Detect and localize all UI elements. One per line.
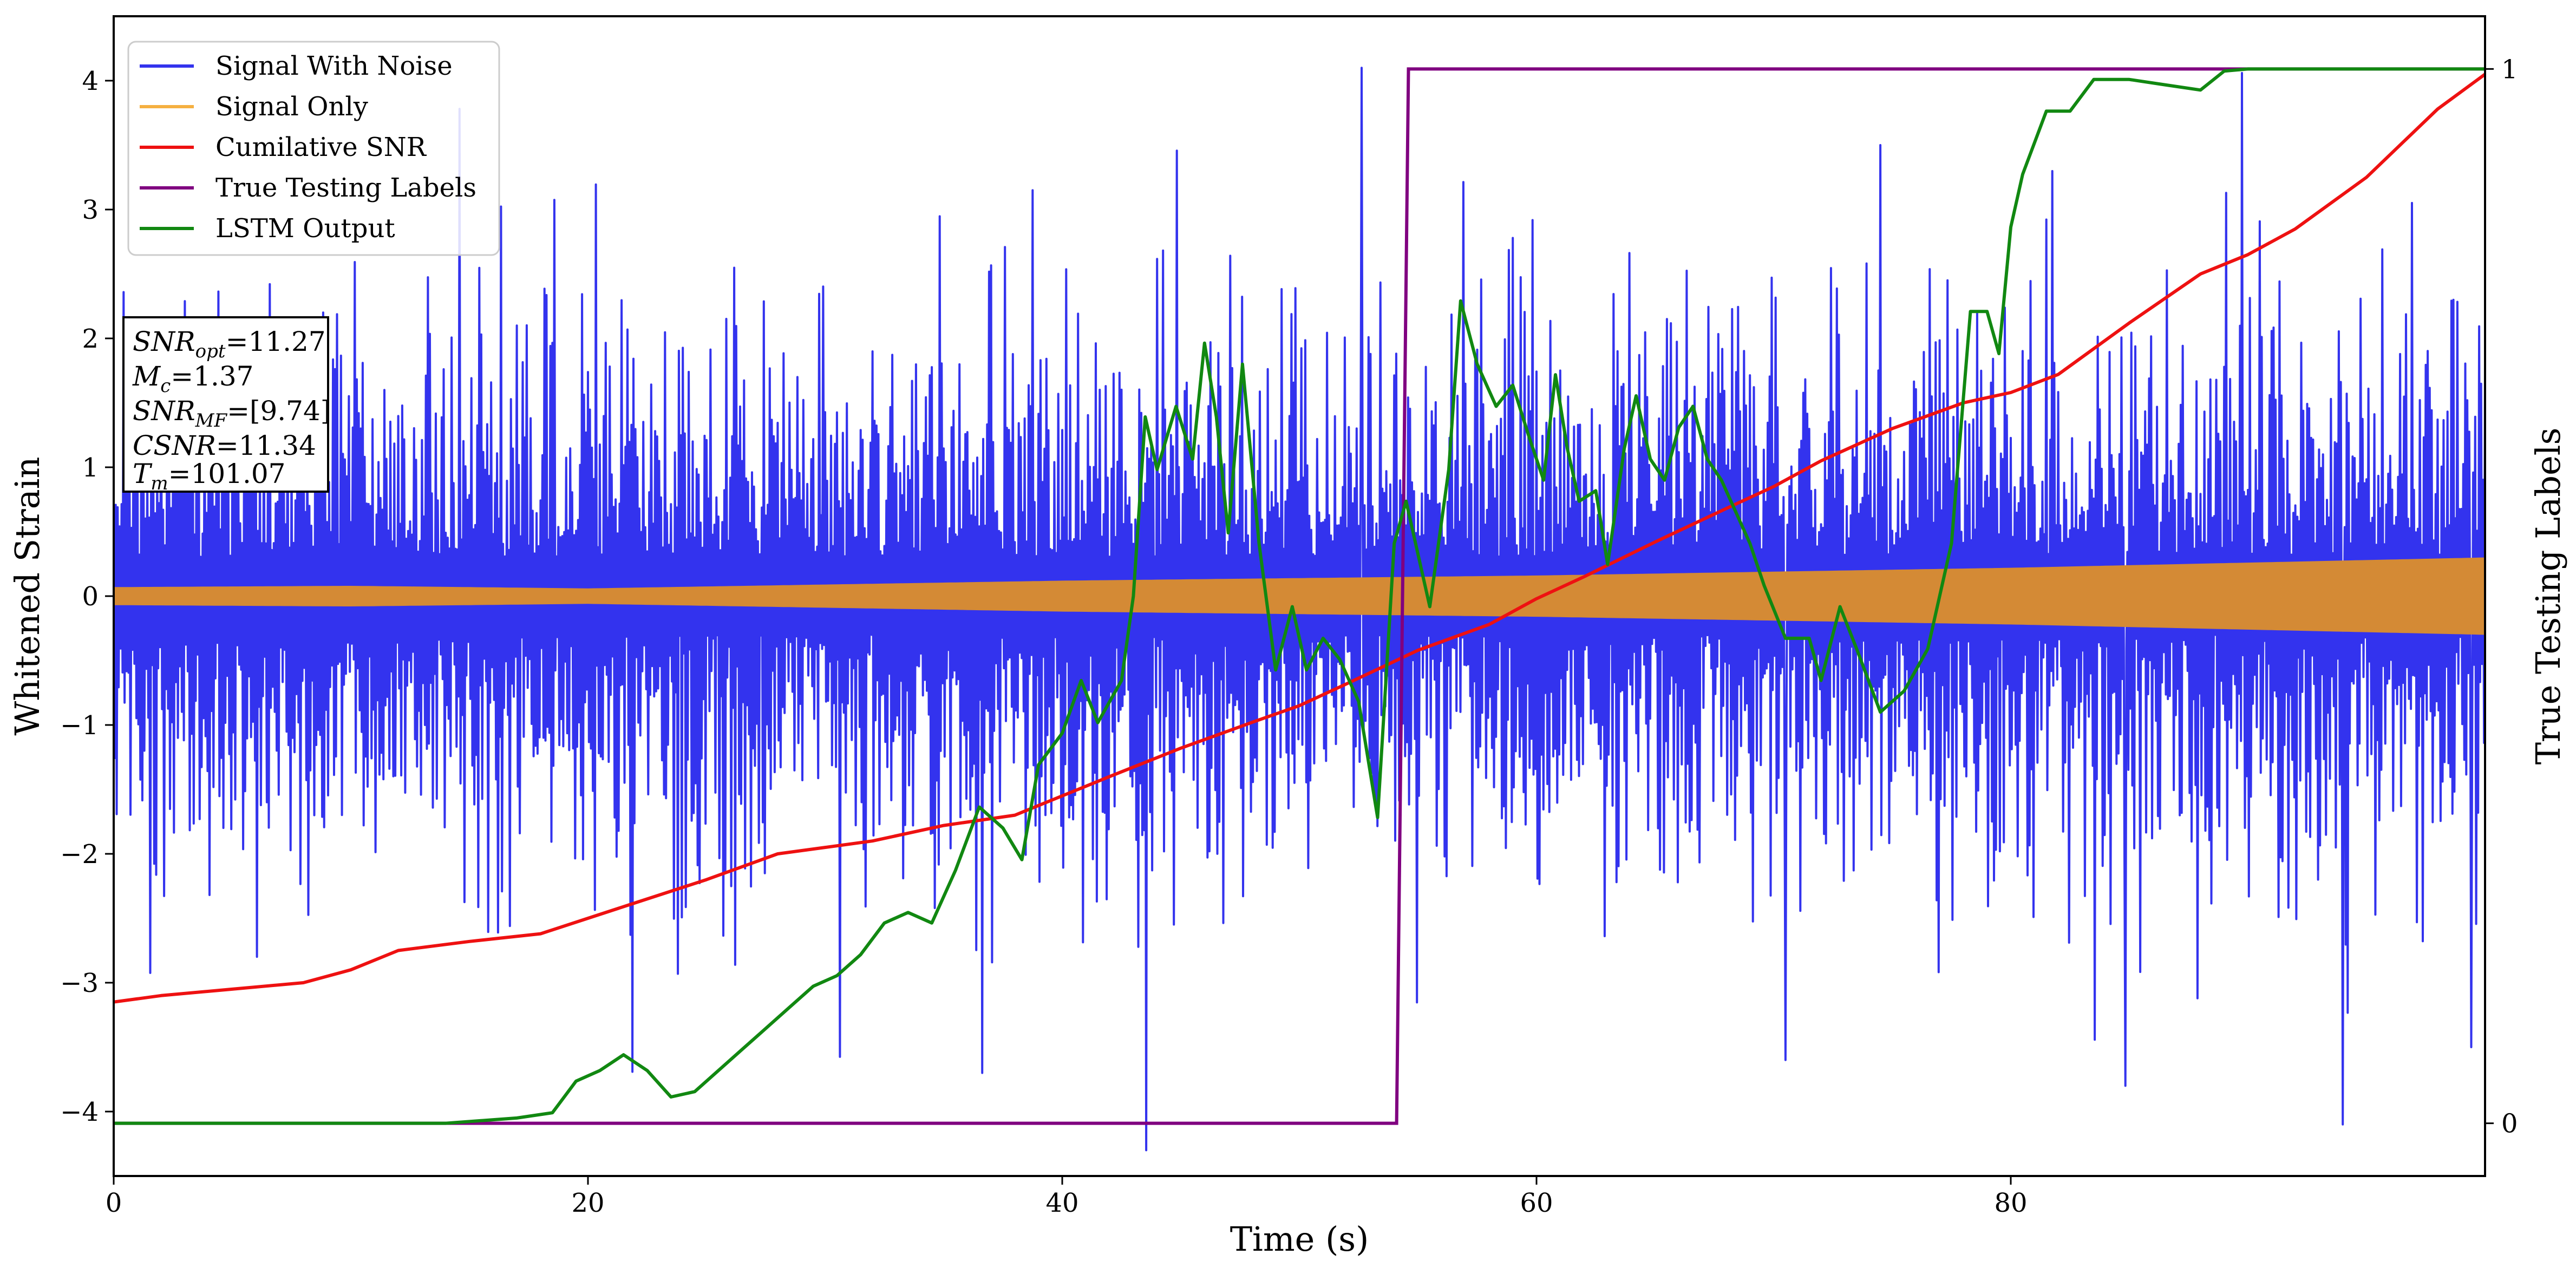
- legend-label-lstm-output: LSTM Output: [215, 213, 395, 244]
- info-csnr: CSNR=11.34: [133, 430, 316, 461]
- x-tick-label: 60: [1520, 1188, 1553, 1218]
- plot-area: [114, 67, 2485, 1152]
- y-left-tick-label: 1: [82, 453, 99, 483]
- y-left-tick-label: −4: [60, 1097, 99, 1127]
- x-tick-label: 80: [1994, 1188, 2027, 1218]
- y-axis-right-title: True Testing Labels: [2528, 428, 2568, 765]
- legend-label-cumilative-snr: Cumilative SNR: [215, 132, 427, 162]
- series-line-cumilative-snr: [114, 73, 2485, 1004]
- x-axis-title: Time (s): [1230, 1219, 1369, 1259]
- y-axis-right-ticks: 01: [2485, 54, 2518, 1139]
- y-axis-left-ticks: −4 −3 −2 −1 0 1 2 3 4: [60, 66, 114, 1127]
- info-mc: Mc=1.37: [132, 361, 253, 397]
- series-line-lstm-output: [114, 67, 2485, 1125]
- legend-label-signal-with-noise: Signal With Noise: [215, 51, 453, 81]
- series-band-signal-only: [114, 557, 2485, 635]
- x-tick-label: 20: [571, 1188, 604, 1218]
- y-left-tick-label: 0: [82, 582, 99, 612]
- y-right-tick-label: 1: [2501, 54, 2518, 84]
- legend-frame: [127, 41, 500, 256]
- series-line-signal-with-noise: [114, 67, 2485, 1152]
- info-box: SNRopt=11.27 Mc=1.37 SNRMF=[9.74] CSNR=1…: [122, 316, 331, 494]
- info-snr-opt: SNRopt=11.27: [133, 326, 326, 362]
- y-axis-left-title: Whitened Strain: [8, 457, 47, 736]
- y-right-tick-label: 0: [2501, 1109, 2518, 1139]
- series-line-true-testing-labels: [114, 67, 2485, 1125]
- info-tm: Tm=101.07: [133, 458, 285, 494]
- legend: Signal With Noise Signal Only Cumilative S…: [127, 41, 500, 256]
- y-left-tick-label: 4: [82, 66, 99, 96]
- x-tick-label: 0: [106, 1188, 122, 1218]
- legend-label-true-testing-labels: True Testing Labels: [215, 173, 476, 203]
- y-left-tick-label: −3: [60, 968, 99, 998]
- y-left-tick-label: −1: [60, 710, 99, 741]
- info-snr-mf: SNRMF=[9.74]: [133, 395, 331, 432]
- x-tick-label: 40: [1045, 1188, 1078, 1218]
- info-box-frame: [122, 316, 329, 493]
- y-left-tick-label: 2: [82, 324, 99, 354]
- x-axis-ticks: 0 20 40 60 80: [106, 1176, 2028, 1218]
- legend-label-signal-only: Signal Only: [215, 92, 368, 122]
- y-left-tick-label: −2: [60, 839, 99, 870]
- y-left-tick-label: 3: [82, 195, 99, 225]
